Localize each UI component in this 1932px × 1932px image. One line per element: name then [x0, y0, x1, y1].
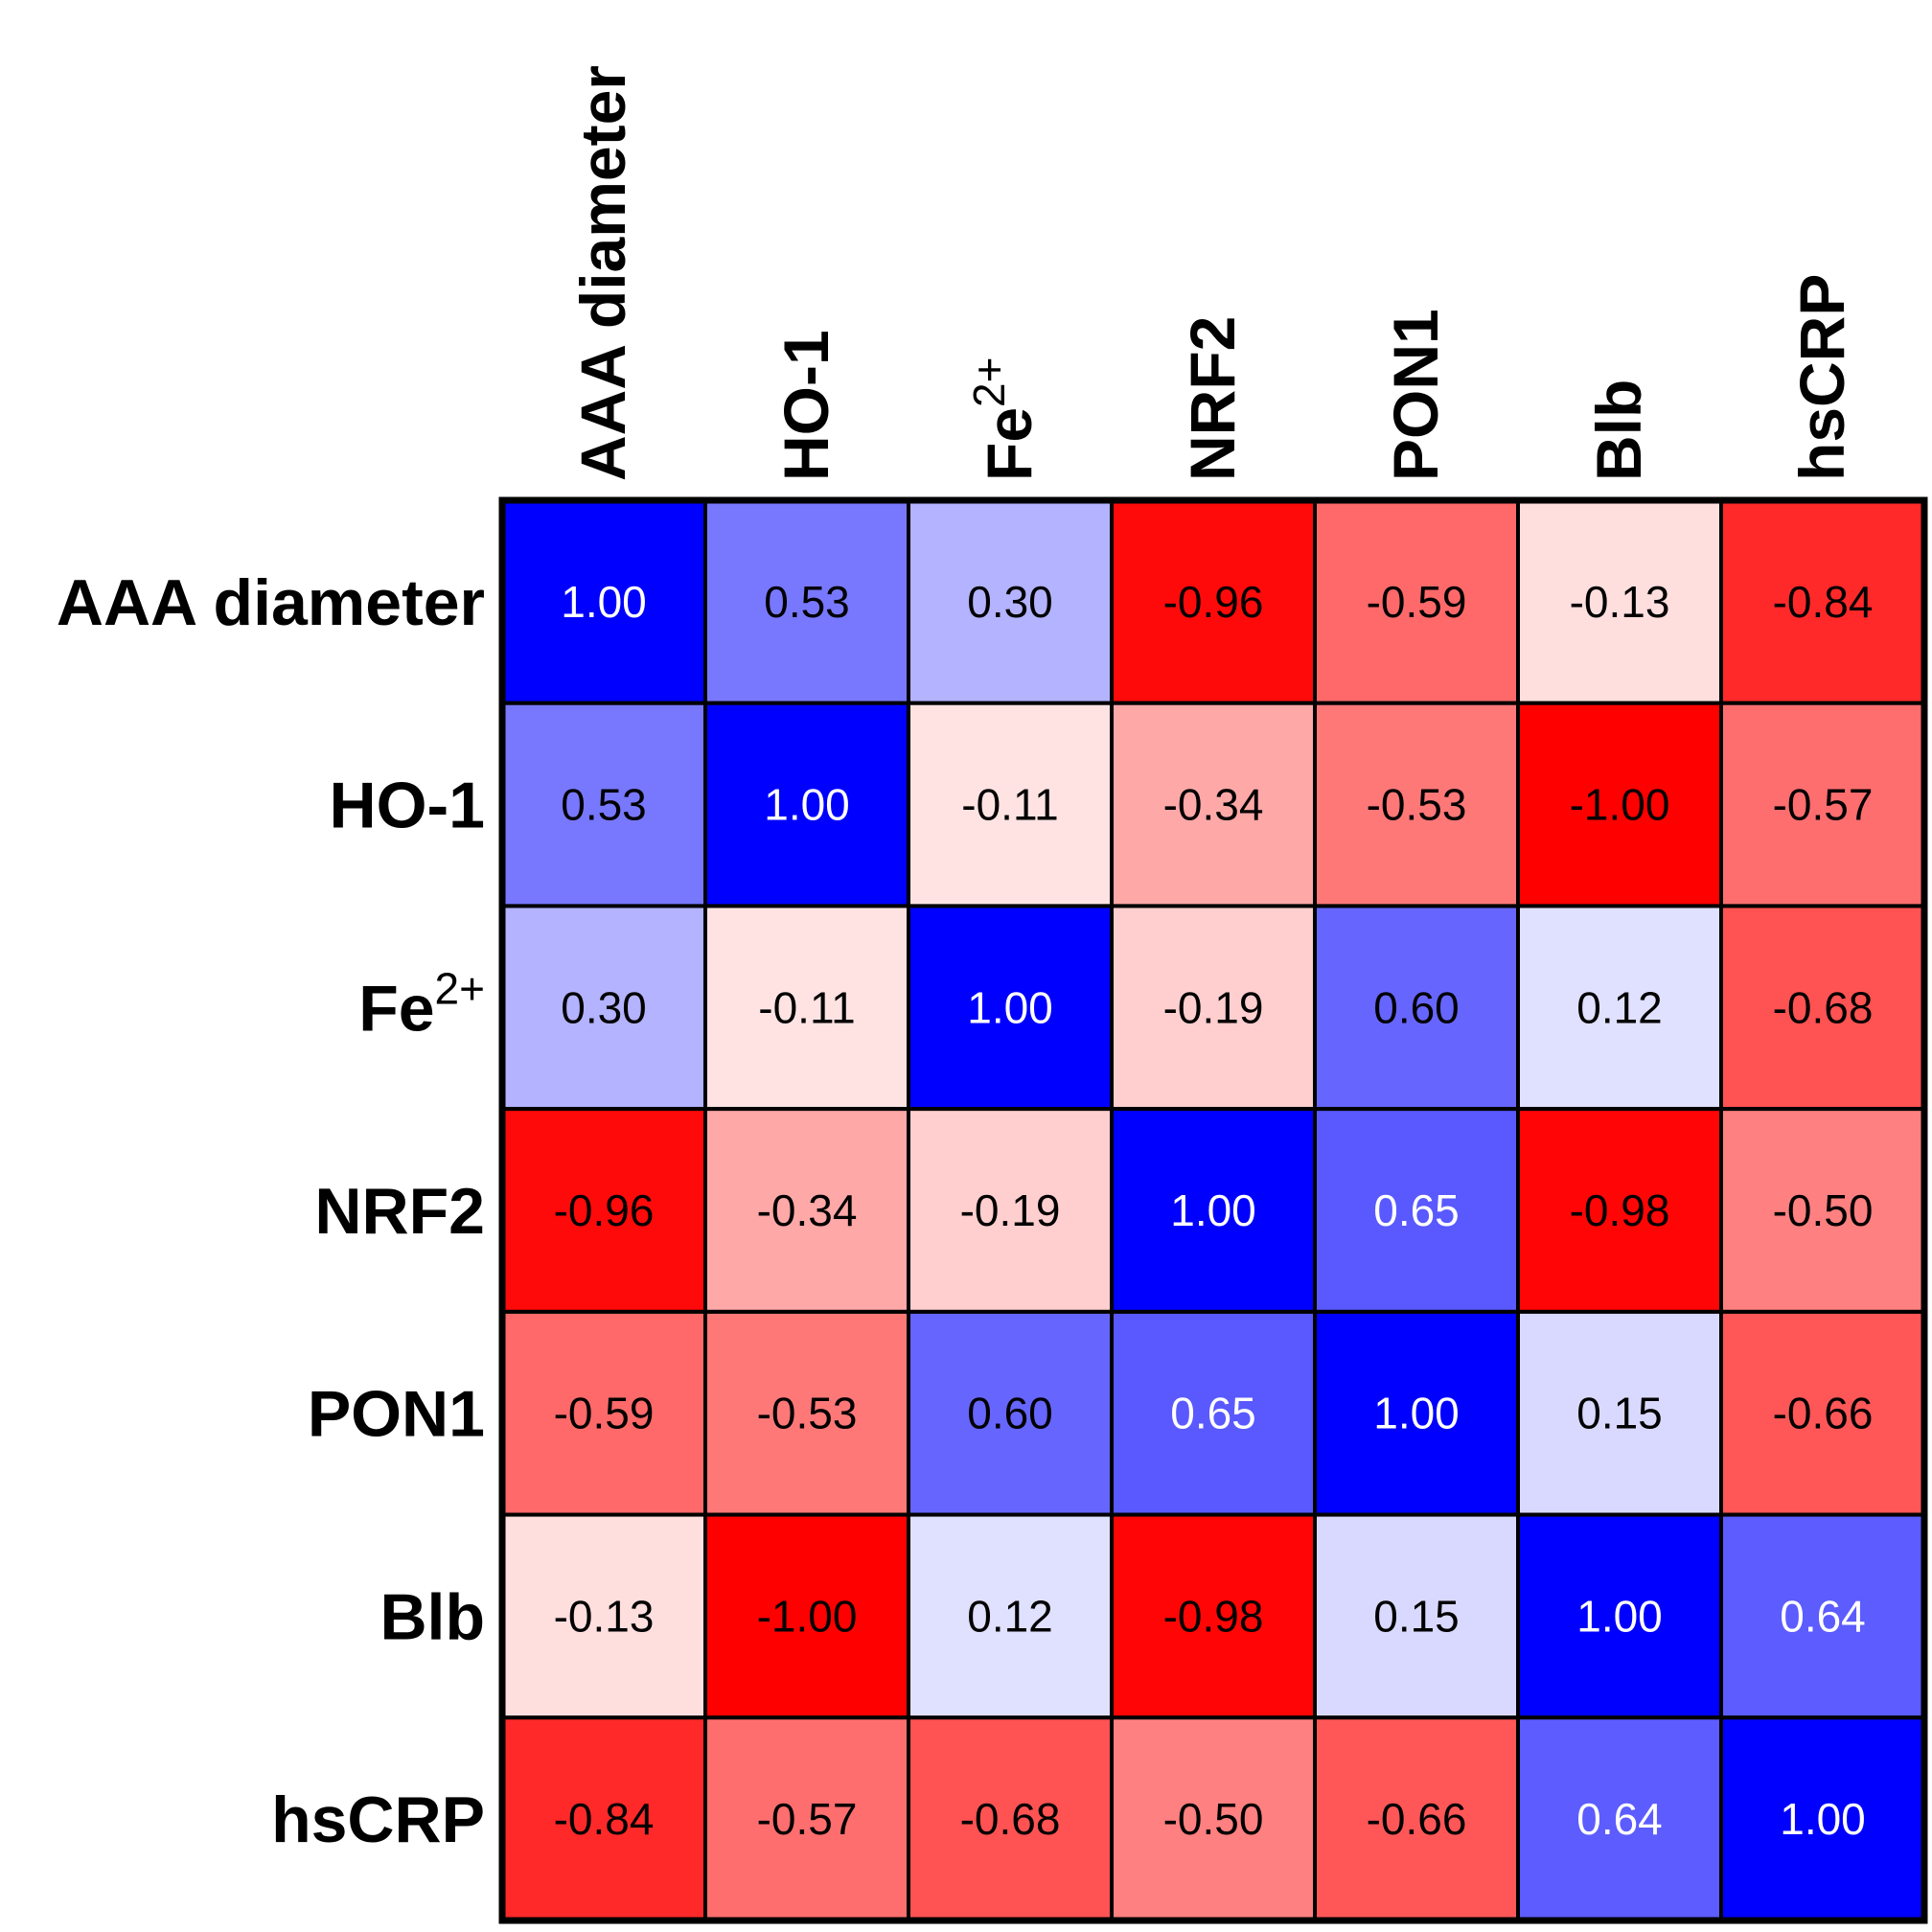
cell-value-r7-c4: -0.50 — [1163, 1794, 1264, 1844]
heatmap-cell-r4-c1 — [500, 1107, 707, 1314]
heatmap-cell-r1-c2 — [703, 498, 910, 705]
heatmap-cell-r6-c5 — [1313, 1512, 1520, 1720]
cell-value-r1-c6: -0.13 — [1570, 577, 1670, 627]
row-label-aaa-diameter: AAA diameter — [57, 566, 485, 639]
row-label-hscrp: hsCRP — [271, 1783, 485, 1856]
row-labels: AAA diameter HO-1 Fe2+ NRF2 PON1 Blb hsCRP — [57, 566, 485, 1856]
cell-value-r6-c7: 0.64 — [1780, 1591, 1866, 1641]
row-label-pon1: PON1 — [308, 1378, 485, 1451]
row-label-blb: Blb — [380, 1580, 485, 1653]
cell-value-r7-c3: -0.68 — [960, 1794, 1061, 1844]
heatmap-cell-r3-c3 — [907, 904, 1114, 1112]
cell-value-r6-c2: -1.00 — [757, 1591, 858, 1641]
cell-value-r1-c3: 0.30 — [967, 577, 1053, 627]
column-label-ho-1: HO-1 — [770, 330, 841, 481]
cell-value-r5-c2: -0.53 — [757, 1389, 858, 1438]
cell-value-r5-c5: 1.00 — [1373, 1389, 1460, 1438]
cell-value-r7-c6: 0.64 — [1576, 1794, 1663, 1844]
heatmap-cell-r4-c2 — [703, 1107, 910, 1314]
cell-value-r2-c7: -0.57 — [1773, 780, 1874, 830]
cell-value-r4-c4: 1.00 — [1170, 1185, 1256, 1235]
cell-value-r1-c2: 0.53 — [764, 577, 850, 627]
column-label-fe2: Fe2+ — [964, 357, 1045, 481]
cell-value-r7-c1: -0.84 — [554, 1794, 655, 1844]
cell-value-r6-c3: 0.12 — [967, 1591, 1053, 1641]
heatmap-cell-r1-c6 — [1516, 498, 1723, 705]
cell-value-r3-c5: 0.60 — [1373, 982, 1460, 1032]
cell-value-r7-c7: 1.00 — [1780, 1794, 1866, 1844]
heatmap-cell-r1-c1 — [500, 498, 707, 705]
cell-value-r3-c3: 1.00 — [967, 982, 1053, 1032]
cell-value-r2-c2: 1.00 — [764, 780, 850, 830]
heatmap-cell-r7-c4 — [1110, 1715, 1317, 1923]
cell-value-r6-c6: 1.00 — [1576, 1591, 1663, 1641]
cell-value-r2-c4: -0.34 — [1163, 780, 1264, 830]
cell-value-r1-c4: -0.96 — [1163, 577, 1264, 627]
column-labels: AAA diameter HO-1 Fe2+ NRF2 PON1 Blb hsCRP — [567, 65, 1857, 481]
cell-value-r5-c7: -0.66 — [1773, 1389, 1874, 1438]
heatmap-cell-r7-c1 — [500, 1715, 707, 1923]
heatmap-cell-r7-c6 — [1516, 1715, 1723, 1923]
cell-value-r3-c6: 0.12 — [1576, 982, 1663, 1032]
heatmap-cell-r3-c4 — [1110, 904, 1317, 1112]
cell-value-r3-c2: -0.11 — [758, 982, 855, 1032]
cell-value-r4-c1: -0.96 — [554, 1185, 655, 1235]
cell-value-r3-c7: -0.68 — [1773, 982, 1874, 1032]
heatmap-cell-r6-c7 — [1719, 1512, 1926, 1720]
row-label-nrf2: NRF2 — [314, 1175, 485, 1248]
heatmap-cell-r2-c7 — [1719, 701, 1926, 908]
cell-value-r6-c1: -0.13 — [554, 1591, 655, 1641]
heatmap-cell-r6-c1 — [500, 1512, 707, 1720]
heatmap-cell-r5-c1 — [500, 1309, 707, 1517]
heatmap-frame — [498, 496, 1928, 1924]
heatmap-cell-r7-c5 — [1313, 1715, 1520, 1923]
cell-value-r5-c1: -0.59 — [554, 1389, 655, 1438]
cell-value-r4-c3: -0.19 — [960, 1185, 1061, 1235]
cell-value-r2-c3: -0.11 — [961, 780, 1058, 830]
column-label-nrf2: NRF2 — [1177, 316, 1248, 481]
heatmap-cell-r2-c5 — [1313, 701, 1520, 908]
heatmap-cell-r4-c4 — [1110, 1107, 1317, 1314]
cell-value-r2-c5: -0.53 — [1367, 780, 1467, 830]
cell-value-r2-c6: -1.00 — [1570, 780, 1670, 830]
cell-value-r1-c1: 1.00 — [561, 577, 647, 627]
cell-value-r2-c1: 0.53 — [561, 780, 647, 830]
column-label-hscrp: hsCRP — [1786, 274, 1857, 481]
row-label-ho-1: HO-1 — [330, 770, 485, 842]
cell-value-r1-c5: -0.59 — [1367, 577, 1467, 627]
heatmap-cells: 1.00 0.53 0.30 -0.96 -0.59 -0.13 -0.84 0.53 1.00… — [500, 498, 1926, 1923]
heatmap-cell-r3-c6 — [1516, 904, 1723, 1112]
heatmap-cell-r7-c7 — [1719, 1715, 1926, 1923]
cell-value-r4-c2: -0.34 — [757, 1185, 858, 1235]
heatmap-cell-r4-c6 — [1516, 1107, 1723, 1314]
heatmap-cell-r3-c7 — [1719, 904, 1926, 1112]
heatmap-cell-r7-c3 — [907, 1715, 1114, 1923]
heatmap-cell-r4-c7 — [1719, 1107, 1926, 1314]
heatmap-cell-r2-c3 — [907, 701, 1114, 908]
cell-value-r3-c4: -0.19 — [1163, 982, 1264, 1032]
column-label-aaa-diameter: AAA diameter — [567, 65, 638, 481]
cell-value-r6-c4: -0.98 — [1163, 1591, 1264, 1641]
cell-value-r6-c5: 0.15 — [1373, 1591, 1460, 1641]
cell-value-r5-c6: 0.15 — [1576, 1389, 1663, 1438]
heatmap-cell-r3-c2 — [703, 904, 910, 1112]
cell-value-r5-c4: 0.65 — [1170, 1389, 1256, 1438]
column-label-pon1: PON1 — [1380, 309, 1451, 481]
cell-value-r4-c5: 0.65 — [1373, 1185, 1460, 1235]
heatmap-cell-r5-c3 — [907, 1309, 1114, 1517]
column-label-blb: Blb — [1583, 380, 1654, 481]
cell-value-r4-c6: -0.98 — [1570, 1185, 1670, 1235]
cell-value-r3-c1: 0.30 — [561, 982, 647, 1032]
heatmap-cell-r6-c4 — [1110, 1512, 1317, 1720]
heatmap-cell-r3-c5 — [1313, 904, 1520, 1112]
cell-value-r4-c7: -0.50 — [1773, 1185, 1874, 1235]
cell-value-r1-c7: -0.84 — [1773, 577, 1874, 627]
cell-value-r5-c3: 0.60 — [967, 1389, 1053, 1438]
row-label-fe2: Fe2+ — [358, 963, 485, 1045]
cell-value-r7-c5: -0.66 — [1367, 1794, 1467, 1844]
cell-value-r7-c2: -0.57 — [757, 1794, 858, 1844]
heatmap-cell-r6-c2 — [703, 1512, 910, 1720]
